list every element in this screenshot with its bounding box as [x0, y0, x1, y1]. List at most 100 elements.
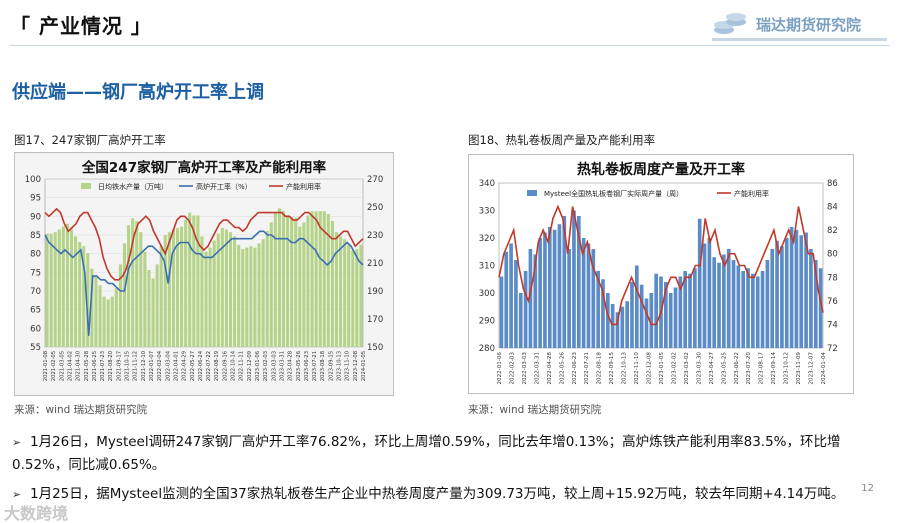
- right-axis-tick-label: 230: [367, 231, 383, 241]
- bar: [286, 215, 290, 347]
- x-axis-tick-label: 2022-03-31: [534, 352, 540, 385]
- bar: [722, 254, 726, 348]
- hot-rolled-coil-chart: 热轧卷板周度产量及开工率 340 330 320 310 300 290 280 86 84 82 8…: [468, 154, 854, 394]
- bar: [746, 268, 750, 348]
- bar: [630, 282, 634, 348]
- bar: [751, 273, 755, 348]
- bar: [499, 276, 504, 348]
- right-axis-tick-label: 170: [367, 315, 383, 325]
- bar: [770, 249, 775, 348]
- bar: [644, 298, 649, 348]
- bar: [649, 293, 654, 348]
- x-axis-tick-label: 2023-08-17: [759, 352, 765, 385]
- x-axis-tick-label: 2023-10-13: [337, 351, 343, 381]
- bar: [98, 285, 102, 347]
- bar: [290, 216, 294, 347]
- bar: [543, 232, 547, 348]
- x-axis-tick-label: 2022-02-04: [157, 350, 163, 381]
- x-axis-tick-label: 2022-09-16: [222, 351, 228, 381]
- bar: [784, 238, 789, 348]
- x-axis-tick-label: 2021-05-28: [84, 351, 90, 381]
- legend-label: 产能利用率: [734, 189, 769, 198]
- x-axis-tick-label: 2022-04-29: [182, 351, 188, 381]
- bar: [184, 219, 188, 347]
- bar: [159, 246, 163, 347]
- bar: [741, 271, 746, 348]
- x-axis-tick-label: 2022-03-03: [522, 352, 528, 385]
- bar: [355, 249, 359, 347]
- x-axis-tick-label: 2021-09-17: [116, 351, 122, 381]
- bullet-arrow-icon: ➢: [12, 488, 22, 501]
- bar: [514, 260, 518, 348]
- bar: [298, 226, 302, 347]
- legend-label: Mysteel全国热轧板卷钢厂实际周产量（周）: [544, 189, 683, 198]
- legend-swatch: [81, 183, 91, 189]
- x-axis-tick-label: 2023-07-20: [746, 352, 752, 385]
- bar: [552, 229, 557, 348]
- bar: [306, 215, 310, 347]
- left-axis-tick-label: 65: [30, 306, 41, 316]
- bar: [167, 232, 171, 347]
- x-axis-tick-label: 2022-06-24: [198, 350, 204, 381]
- logo-icon: [712, 13, 887, 41]
- x-axis-tick-label: 2024-01-05: [361, 351, 367, 381]
- bar: [736, 265, 741, 348]
- bar: [775, 240, 779, 348]
- left-axis-tick-label: 310: [479, 262, 495, 272]
- section-title: 「 产业情况 」: [10, 14, 152, 38]
- bar: [702, 243, 707, 348]
- bar: [147, 270, 151, 347]
- bar: [347, 244, 351, 347]
- blast-furnace-chart: 全国247家钢厂高炉开工率及产能利用率 100 95 90 85 80 75 70 65 60 55…: [14, 152, 394, 396]
- x-axis-tick-label: 2022-01-07: [149, 351, 155, 381]
- bar: [94, 277, 98, 347]
- page-number: 12: [861, 483, 874, 494]
- x-axis-tick-label: 2021-07-23: [100, 351, 106, 381]
- bar: [224, 229, 228, 347]
- left-axis-tick-label: 55: [30, 343, 41, 353]
- right-axis-tick-label: 82: [827, 226, 838, 236]
- bar: [351, 250, 355, 347]
- bar: [82, 246, 86, 347]
- watermark: 大数跨境: [4, 504, 69, 523]
- bar: [188, 212, 192, 347]
- bar: [794, 229, 799, 348]
- bar: [518, 293, 523, 348]
- right-axis-tick-label: 76: [827, 297, 838, 307]
- bar: [605, 293, 610, 348]
- x-axis-tick-label: 2023-04-27: [709, 352, 715, 385]
- bar: [717, 262, 721, 348]
- left-axis-tick-label: 75: [30, 268, 41, 278]
- x-axis-tick-label: 2022-08-18: [597, 352, 603, 385]
- x-axis-tick-label: 2023-02-02: [672, 352, 678, 385]
- figure-18-source: 来源：wind 瑞达期货研究院: [468, 404, 602, 416]
- bar: [538, 238, 542, 348]
- x-axis-tick-label: 2022-08-19: [214, 351, 220, 381]
- x-axis-tick-label: 2022-05-27: [190, 351, 196, 381]
- x-axis-tick-label: 2022-01-06: [497, 352, 503, 385]
- left-axis-tick-label: 95: [30, 194, 41, 204]
- bar: [688, 273, 692, 348]
- x-axis-tick-label: 2023-04-28: [288, 351, 294, 381]
- x-axis-tick-label: 2023-05-26: [296, 351, 302, 381]
- bar: [330, 221, 334, 347]
- bar: [799, 235, 804, 348]
- slide-subtitle: 供应端——钢厂高炉开工率上调: [12, 82, 264, 103]
- bullet-1: ➢ 1月26日，Mysteel调研247家钢厂高炉开工率76.82%，环比上周增0…: [12, 431, 872, 476]
- bar: [731, 260, 736, 348]
- bar: [310, 211, 314, 347]
- bar: [135, 221, 139, 347]
- bar: [139, 232, 143, 347]
- bar: [528, 249, 533, 348]
- bar: [625, 301, 629, 348]
- bar: [175, 228, 180, 347]
- right-axis-tick-label: 72: [827, 344, 838, 354]
- x-axis-tick-label: 2023-01-05: [659, 352, 665, 385]
- x-axis-tick-label: 2023-10-12: [784, 352, 790, 385]
- x-axis-tick-label: 2022-07-22: [206, 351, 212, 381]
- bar: [131, 218, 135, 347]
- bar: [314, 211, 318, 347]
- bar: [339, 236, 343, 347]
- bar: [192, 215, 196, 347]
- bar: [204, 251, 208, 347]
